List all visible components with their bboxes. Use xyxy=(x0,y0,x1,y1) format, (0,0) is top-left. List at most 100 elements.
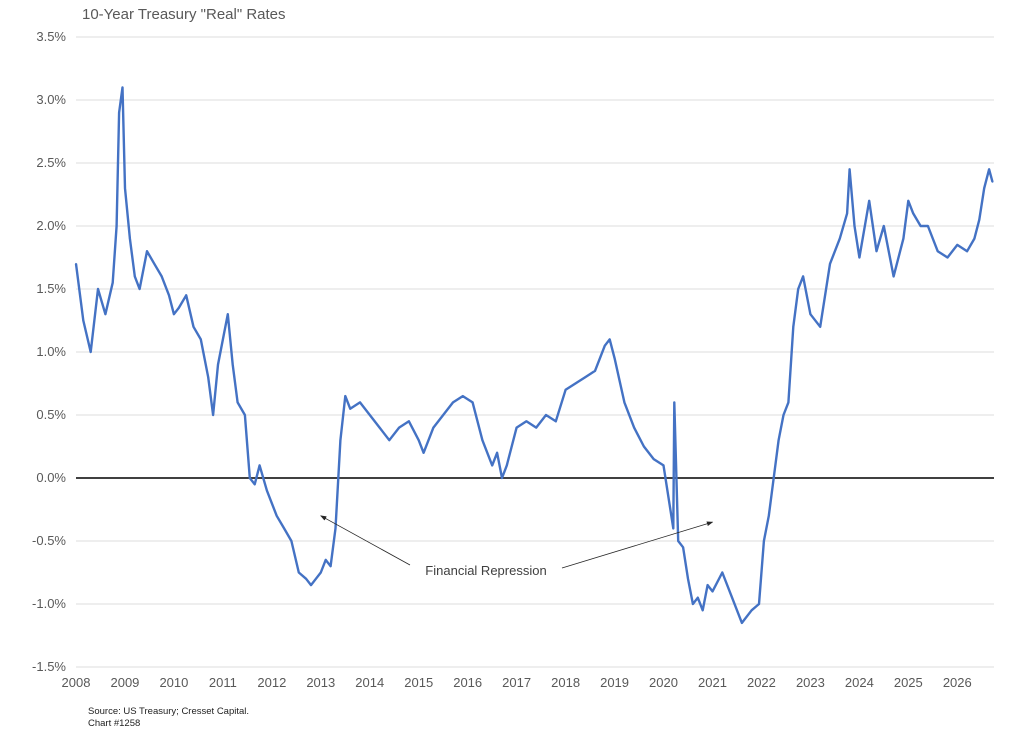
data-point xyxy=(388,439,391,442)
data-point xyxy=(192,325,195,328)
x-tick-label: 2013 xyxy=(306,675,335,690)
data-point xyxy=(740,622,743,624)
data-point xyxy=(297,571,300,574)
y-tick-label: 0.0% xyxy=(36,470,66,485)
data-point xyxy=(236,401,239,404)
x-tick-label: 2014 xyxy=(355,675,384,690)
data-point xyxy=(809,313,812,316)
data-point xyxy=(270,502,273,505)
data-point xyxy=(339,439,342,442)
x-tick-label: 2016 xyxy=(453,675,482,690)
x-axis-labels: 2008 2009 2010 2011 2012 2013 2014 2015 2016 2017… xyxy=(62,675,972,690)
data-point xyxy=(290,540,293,542)
data-point xyxy=(706,584,709,586)
annotation: Financial Repression xyxy=(320,515,714,578)
data-point xyxy=(244,414,246,416)
data-point xyxy=(613,357,616,360)
data-point xyxy=(643,445,645,448)
data-point xyxy=(121,86,124,89)
data-point xyxy=(491,464,494,467)
data-point xyxy=(858,256,861,259)
data-point xyxy=(936,250,939,253)
y-tick-label: 3.5% xyxy=(36,29,66,44)
annotation-arrow xyxy=(320,515,411,566)
y-tick-label: 1.5% xyxy=(36,281,66,296)
data-point xyxy=(564,388,567,391)
data-point xyxy=(721,571,724,574)
data-point xyxy=(104,313,107,316)
series-layer xyxy=(74,86,994,625)
data-point xyxy=(153,262,156,265)
data-point xyxy=(687,577,689,580)
data-point xyxy=(677,540,680,542)
data-point xyxy=(97,288,99,290)
data-point xyxy=(750,609,753,612)
x-tick-label: 2023 xyxy=(796,675,825,690)
data-point xyxy=(682,546,685,549)
data-point xyxy=(838,237,841,240)
data-point xyxy=(124,187,126,190)
y-tick-label: 3.0% xyxy=(36,92,66,107)
data-point xyxy=(829,262,831,265)
data-point xyxy=(408,420,410,423)
data-point xyxy=(398,426,401,429)
chart-number: Chart #1258 xyxy=(88,718,141,729)
series-line xyxy=(74,86,994,625)
y-tick-label: -1.0% xyxy=(32,596,66,611)
x-tick-label: 2010 xyxy=(159,675,188,690)
data-point xyxy=(324,559,327,561)
y-tick-label: 1.0% xyxy=(36,344,66,359)
data-point xyxy=(128,237,131,240)
data-point xyxy=(442,414,445,416)
data-point xyxy=(912,212,915,215)
data-point xyxy=(310,584,312,586)
data-point xyxy=(118,111,120,114)
data-point xyxy=(892,275,895,278)
data-point xyxy=(378,426,381,429)
data-point xyxy=(846,212,849,215)
data-point xyxy=(146,250,148,253)
data-point xyxy=(956,244,959,246)
data-point xyxy=(221,338,224,341)
data-point xyxy=(983,187,986,190)
data-point xyxy=(927,225,929,227)
y-tick-label: 2.0% xyxy=(36,218,66,233)
y-tick-label: -0.5% xyxy=(32,533,66,548)
data-point xyxy=(574,382,577,385)
data-point xyxy=(792,325,795,328)
data-point xyxy=(584,376,587,379)
data-point xyxy=(115,225,118,227)
data-point xyxy=(226,313,229,316)
data-point xyxy=(802,275,804,278)
data-point xyxy=(471,401,474,404)
data-point xyxy=(623,401,626,404)
data-point xyxy=(177,307,180,309)
data-point xyxy=(258,464,261,467)
data-point xyxy=(168,294,170,297)
y-tick-label: 0.5% xyxy=(36,407,66,422)
data-point xyxy=(248,477,251,479)
data-point xyxy=(344,395,347,397)
x-tick-label: 2024 xyxy=(845,675,874,690)
data-point xyxy=(797,288,800,290)
x-tick-label: 2018 xyxy=(551,675,580,690)
data-point xyxy=(662,464,665,467)
data-point xyxy=(966,250,968,253)
data-point xyxy=(315,577,317,580)
data-point xyxy=(902,237,905,240)
data-point xyxy=(907,199,910,202)
data-point xyxy=(212,414,214,416)
data-point xyxy=(782,414,785,416)
data-point xyxy=(173,313,175,316)
data-point xyxy=(633,426,636,429)
data-point xyxy=(777,439,780,442)
annotation-arrow xyxy=(561,521,714,569)
data-point xyxy=(762,540,765,542)
data-point xyxy=(82,319,85,322)
data-point xyxy=(875,250,878,253)
data-point xyxy=(496,451,498,454)
data-point xyxy=(368,414,371,416)
data-point xyxy=(919,225,922,227)
data-point xyxy=(652,458,655,460)
